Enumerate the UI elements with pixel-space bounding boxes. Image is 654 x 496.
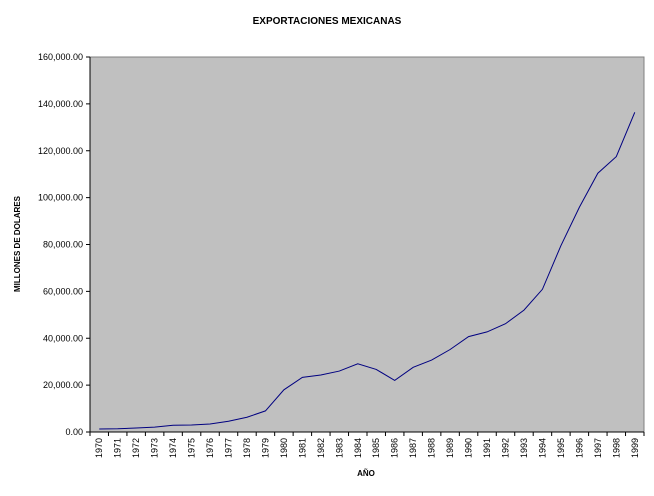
x-tick-label: 1979 — [260, 438, 270, 458]
x-tick-label: 1990 — [464, 438, 474, 458]
x-tick-label: 1988 — [427, 438, 437, 458]
y-tick-label: 60,000.00 — [43, 286, 83, 296]
x-tick-label: 1998 — [611, 438, 621, 458]
x-tick-label: 1993 — [519, 438, 529, 458]
x-tick-label: 1971 — [113, 438, 123, 458]
y-tick-label: 80,000.00 — [43, 240, 83, 250]
x-tick-label: 1970 — [94, 438, 104, 458]
x-tick-label: 1973 — [150, 438, 160, 458]
x-tick-label: 1982 — [316, 438, 326, 458]
y-tick-label: 100,000.00 — [38, 193, 83, 203]
x-tick-label: 1981 — [297, 438, 307, 458]
x-tick-label: 1991 — [482, 438, 492, 458]
x-tick-label: 1978 — [242, 438, 252, 458]
x-tick-label: 1995 — [556, 438, 566, 458]
x-tick-label: 1986 — [390, 438, 400, 458]
y-axis-title: MILLONES DE DOLARES — [13, 195, 22, 292]
x-tick-label: 1996 — [574, 438, 584, 458]
chart-title: EXPORTACIONES MEXICANAS — [253, 16, 402, 27]
series-line — [99, 112, 636, 430]
x-tick-label: 1980 — [279, 438, 289, 458]
x-tick-label: 1983 — [334, 438, 344, 458]
y-tick-label: 140,000.00 — [38, 99, 83, 109]
x-tick-label: 1997 — [593, 438, 603, 458]
y-tick-label: 120,000.00 — [38, 146, 83, 156]
y-axis: 0.00 20,000.00 40,000.00 60,000.00 80,000.00… — [38, 52, 91, 437]
x-tick-label: 1974 — [168, 438, 178, 458]
x-axis: 1970 1971 1972 1973 1974 1975 1976 1977 1978 1979… — [89, 431, 645, 458]
x-tick-label: 1975 — [187, 438, 197, 458]
y-tick-label: 40,000.00 — [43, 333, 83, 343]
x-tick-label: 1984 — [353, 438, 363, 458]
x-tick-label: 1987 — [408, 438, 418, 458]
x-tick-label: 1994 — [537, 438, 547, 458]
x-axis-title: AÑO — [357, 469, 375, 478]
x-tick-label: 1989 — [445, 438, 455, 458]
x-tick-label: 1972 — [131, 438, 141, 458]
x-tick-label: 1977 — [224, 438, 234, 458]
y-tick-label: 160,000.00 — [38, 52, 83, 62]
plot-area — [89, 56, 645, 433]
x-tick-label: 1992 — [501, 438, 511, 458]
x-tick-label: 1985 — [371, 438, 381, 458]
x-tick-label: 1976 — [205, 438, 215, 458]
y-tick-label: 0.00 — [65, 427, 83, 437]
y-tick-label: 20,000.00 — [43, 380, 83, 390]
x-tick-label: 1999 — [630, 438, 640, 458]
